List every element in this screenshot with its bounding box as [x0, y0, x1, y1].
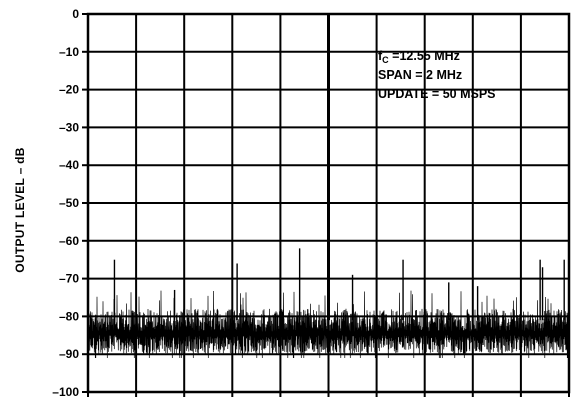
y-tick-label: 0	[72, 7, 79, 21]
annotation-fc: fC =12.55 MHz	[378, 49, 460, 65]
annotation-box: fC =12.55 MHz SPAN = 2 MHz UPDATE = 50 M…	[378, 49, 496, 101]
annotation-fc-value: =12.55 MHz	[389, 49, 460, 63]
annotation-fc-prefix: f	[378, 49, 383, 63]
y-tick-labels: 0 –10 –20 –30 –40 –50 –60 –70 –80 –90 –100	[52, 7, 79, 399]
noise-floor-trace	[87, 290, 570, 359]
annotation-span: SPAN = 2 MHz	[378, 68, 462, 82]
y-tick-label: –50	[59, 196, 79, 210]
y-tick-label: –60	[59, 234, 79, 248]
y-tick-label: –40	[59, 158, 79, 172]
y-axis-label: OUTPUT LEVEL – dB	[13, 147, 27, 273]
y-tick-label: –90	[59, 347, 79, 361]
y-tick-label: –70	[59, 272, 79, 286]
y-tick-label: –20	[59, 83, 79, 97]
trace-layer	[87, 14, 570, 359]
y-tick-label: –30	[59, 120, 79, 134]
annotation-update: UPDATE = 50 MSPS	[378, 87, 496, 101]
y-tick-label: –80	[59, 309, 79, 323]
y-tick-label: –100	[52, 385, 79, 399]
annotation-fc-subscript: C	[382, 55, 389, 65]
y-tick-label: –10	[59, 45, 79, 59]
